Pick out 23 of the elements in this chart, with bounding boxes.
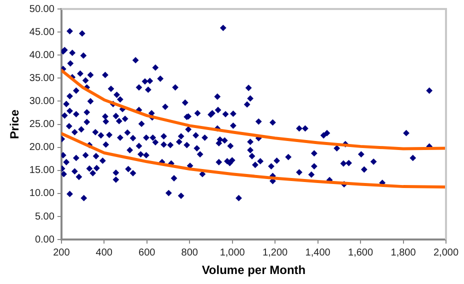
y-tick-label: 45.00 [29, 26, 55, 38]
y-tick-label: 50.00 [29, 4, 55, 15]
y-tick-label: 15.00 [29, 165, 55, 176]
y-tick-label: 20.00 [29, 142, 55, 154]
y-tick-label: 0.00 [34, 234, 55, 246]
x-tick-label: 800 [181, 247, 198, 258]
y-tick-label: 40.00 [29, 50, 55, 61]
x-tick-label: 1,800 [390, 247, 416, 258]
y-axis-title: Price [8, 109, 22, 139]
x-tick-label: 1,400 [305, 247, 331, 258]
x-tick-label: 200 [53, 247, 70, 258]
y-tick-label: 30.00 [29, 96, 55, 107]
y-tick-label: 35.00 [29, 72, 55, 84]
x-tick-label: 1,000 [220, 247, 246, 258]
x-tick-label: 2,000 [433, 247, 459, 258]
x-tick-label: 400 [96, 247, 113, 258]
x-axis-title: Volume per Month [202, 263, 306, 278]
y-tick-label: 5.00 [34, 211, 55, 222]
x-tick-label: 1,200 [262, 247, 288, 258]
y-tick-label: 25.00 [29, 119, 55, 130]
x-tick-label: 1,600 [348, 247, 374, 258]
x-tick-label: 600 [138, 247, 156, 258]
y-tick-label: 10.00 [29, 188, 55, 200]
